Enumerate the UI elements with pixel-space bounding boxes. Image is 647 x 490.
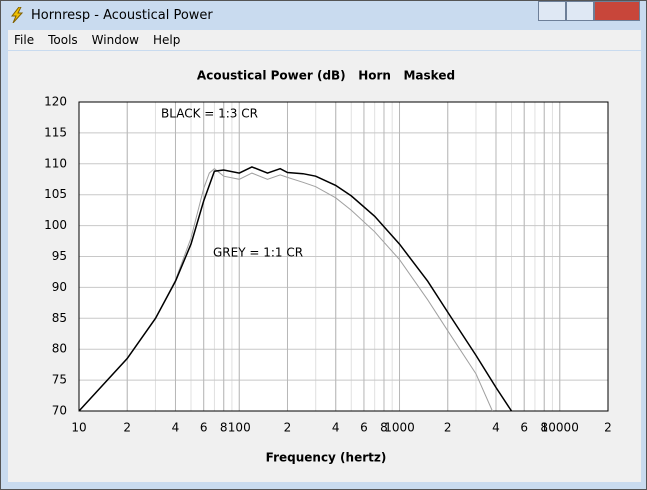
- x-tick-label: 2: [444, 421, 452, 435]
- annotation: GREY = 1:1 CR: [213, 246, 303, 260]
- menu-item[interactable]: File: [14, 33, 35, 47]
- x-tick-label: 4: [332, 421, 340, 435]
- maximize-button[interactable]: [566, 1, 594, 21]
- x-tick-label: 10: [71, 421, 86, 435]
- menu-bar: File Tools Window Help: [8, 30, 641, 50]
- y-tick-label: 70: [52, 404, 67, 418]
- y-tick-label: 90: [52, 280, 67, 294]
- x-tick-label: 8: [380, 421, 388, 435]
- y-tick-label: 85: [52, 311, 67, 325]
- y-tick-label: 100: [44, 218, 67, 232]
- title-bar: Hornresp - Acoustical Power: [1, 1, 646, 29]
- x-tick-label: 8: [220, 421, 228, 435]
- minimize-button[interactable]: [538, 1, 566, 21]
- x-tick-label: 2: [284, 421, 292, 435]
- x-tick-label: 2: [123, 421, 131, 435]
- series-line: [78, 168, 493, 412]
- x-tick-label: 100: [228, 421, 251, 435]
- annotation: BLACK = 1:3 CR: [161, 107, 258, 121]
- plot-border: [78, 101, 609, 412]
- window-title: Hornresp - Acoustical Power: [31, 7, 213, 23]
- y-tick-label: 80: [52, 342, 67, 356]
- x-tick-label: 6: [520, 421, 528, 435]
- chart: Acoustical Power (dB) Horn Masked Freque…: [44, 69, 612, 465]
- x-tick-label: 6: [200, 421, 208, 435]
- x-tick-label: 2: [604, 421, 612, 435]
- series-line: [78, 166, 513, 412]
- x-axis-label: Frequency (hertz): [266, 451, 387, 465]
- app-icon: [10, 7, 24, 23]
- x-tick-label: 4: [492, 421, 500, 435]
- menu-item[interactable]: Tools: [48, 33, 78, 47]
- x-tick-label: 1000: [384, 421, 415, 435]
- x-tick-label: 4: [172, 421, 180, 435]
- x-tick-label: 10000: [541, 421, 579, 435]
- x-tick-label: 6: [360, 421, 368, 435]
- close-button[interactable]: [594, 1, 640, 21]
- y-tick-label: 120: [44, 95, 67, 109]
- x-tick-label: 8: [540, 421, 548, 435]
- y-tick-label: 75: [52, 373, 67, 387]
- menu-item[interactable]: Window: [91, 33, 139, 47]
- y-tick-label: 115: [44, 125, 67, 139]
- window-buttons: [538, 1, 640, 21]
- client-area: Acoustical Power (dB) Horn Masked Freque…: [8, 51, 641, 482]
- y-tick-label: 110: [44, 156, 67, 170]
- y-tick-label: 105: [44, 187, 67, 201]
- chart-title: Acoustical Power (dB) Horn Masked: [197, 69, 455, 83]
- y-tick-label: 95: [52, 249, 67, 263]
- menu-item[interactable]: Help: [152, 33, 181, 47]
